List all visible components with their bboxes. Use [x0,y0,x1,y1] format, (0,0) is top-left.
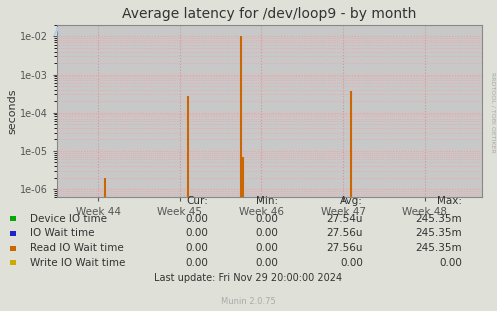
Text: Cur:: Cur: [187,196,209,206]
Text: 0.00: 0.00 [340,258,363,268]
Text: RRDTOOL / TOBI OETIKER: RRDTOOL / TOBI OETIKER [491,72,496,152]
Text: Device IO time: Device IO time [30,214,107,224]
Text: 27.54u: 27.54u [327,214,363,224]
Text: 0.00: 0.00 [186,228,209,238]
Text: 245.35m: 245.35m [415,214,462,224]
Text: 0.00: 0.00 [186,214,209,224]
Text: IO Wait time: IO Wait time [30,228,94,238]
Text: Avg:: Avg: [340,196,363,206]
Text: 27.56u: 27.56u [327,228,363,238]
Text: Munin 2.0.75: Munin 2.0.75 [221,297,276,306]
Text: 27.56u: 27.56u [327,243,363,253]
Text: Write IO Wait time: Write IO Wait time [30,258,125,268]
Title: Average latency for /dev/loop9 - by month: Average latency for /dev/loop9 - by mont… [122,7,417,21]
Text: 0.00: 0.00 [255,214,278,224]
Text: 0.00: 0.00 [255,228,278,238]
Text: 0.00: 0.00 [439,258,462,268]
Text: 0.00: 0.00 [255,243,278,253]
Text: 245.35m: 245.35m [415,228,462,238]
Text: Last update: Fri Nov 29 20:00:00 2024: Last update: Fri Nov 29 20:00:00 2024 [155,273,342,283]
Text: Read IO Wait time: Read IO Wait time [30,243,124,253]
Text: 0.00: 0.00 [186,243,209,253]
Text: Min:: Min: [256,196,278,206]
Y-axis label: seconds: seconds [7,88,17,134]
Text: 245.35m: 245.35m [415,243,462,253]
Text: Max:: Max: [437,196,462,206]
Text: 0.00: 0.00 [186,258,209,268]
Text: 0.00: 0.00 [255,258,278,268]
